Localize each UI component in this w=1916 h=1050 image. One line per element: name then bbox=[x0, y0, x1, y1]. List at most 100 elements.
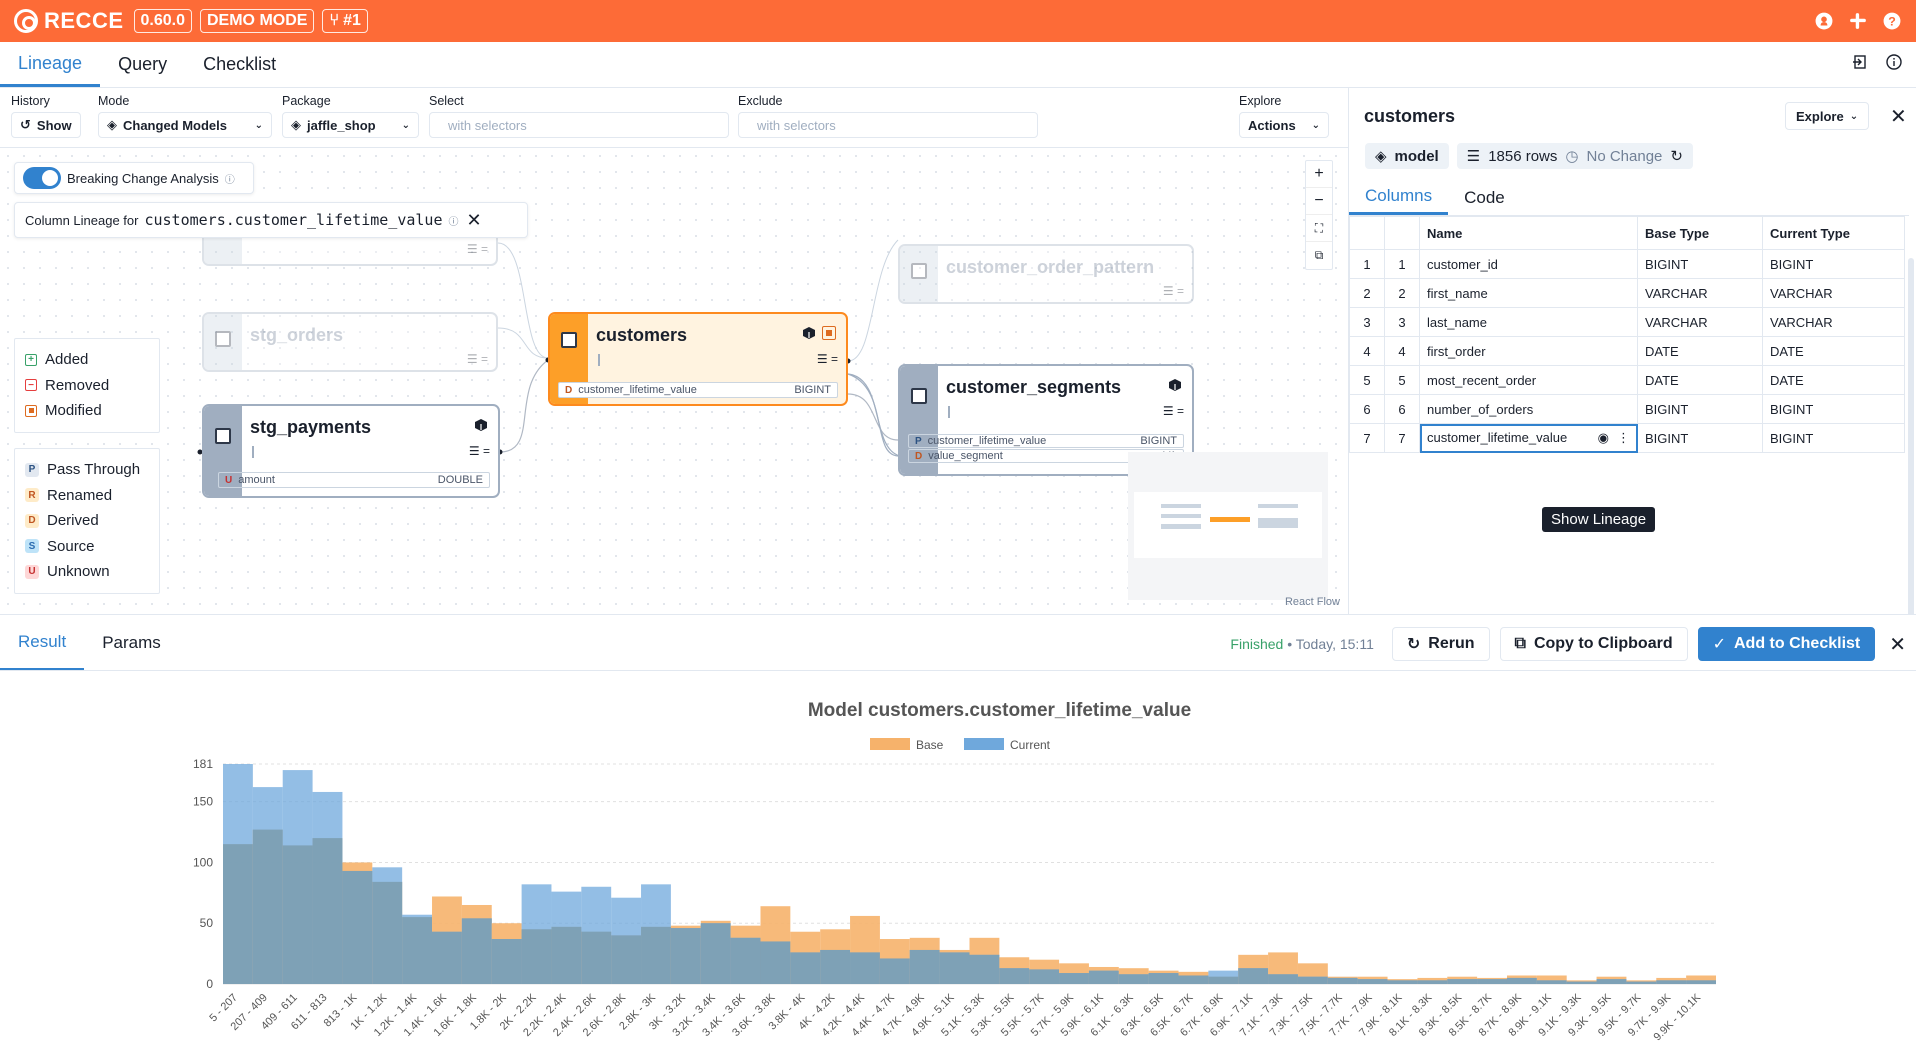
breaking-change-toggle[interactable]: Breaking Change Analysis ⓘ bbox=[14, 162, 254, 194]
rerun-button[interactable]: ↻ Rerun bbox=[1391, 627, 1490, 661]
fit-view-button[interactable]: ⛶ bbox=[1306, 215, 1332, 242]
panel-title: customers bbox=[1364, 106, 1456, 126]
react-flow-attribution[interactable]: React Flow bbox=[1284, 596, 1340, 608]
pr-badge[interactable]: ⑂ #1 bbox=[322, 9, 368, 33]
tab-lineage[interactable]: Lineage bbox=[0, 42, 101, 87]
bar-overlap bbox=[432, 931, 462, 984]
bar-overlap bbox=[1417, 980, 1448, 984]
add-to-checklist-button[interactable]: ✓ Add to Checklist bbox=[1697, 627, 1876, 661]
info-icon[interactable]: ⓘ bbox=[224, 174, 235, 186]
tab-query[interactable]: Query bbox=[118, 54, 168, 74]
column-lineage-banner: Column Lineage for customers.customer_li… bbox=[14, 202, 528, 238]
version-badge: 0.60.0 bbox=[133, 9, 192, 33]
table-row[interactable]: 6 6 number_of_orders BIGINT BIGINT bbox=[1349, 394, 1905, 424]
table-row[interactable]: 2 2 first_name VARCHAR VARCHAR bbox=[1349, 278, 1905, 308]
mode-label: Mode bbox=[98, 94, 130, 108]
bar-overlap bbox=[282, 845, 313, 984]
help-icon[interactable]: ? bbox=[1882, 11, 1902, 31]
header-current-type[interactable]: Current Type bbox=[1762, 216, 1905, 250]
export-icon[interactable] bbox=[1852, 54, 1868, 75]
clock-icon: ◷ bbox=[1565, 148, 1579, 165]
refresh-icon[interactable]: ↻ bbox=[1670, 148, 1683, 165]
exclude-input[interactable]: with selectors bbox=[738, 112, 1038, 138]
chevron-down-icon: ⌄ bbox=[1849, 110, 1859, 122]
actions-button[interactable]: Actions ⌄ bbox=[1239, 112, 1329, 138]
table-row[interactable]: 4 4 first_order DATE DATE bbox=[1349, 336, 1905, 366]
node-checkbox[interactable] bbox=[911, 263, 927, 279]
node-checkbox[interactable] bbox=[215, 331, 231, 347]
node-controls[interactable]: ☰ = bbox=[1162, 284, 1184, 298]
github-icon[interactable] bbox=[1814, 11, 1834, 31]
app-logo[interactable]: RECCE bbox=[14, 8, 124, 34]
column-row-amount[interactable]: U amount DOUBLE bbox=[218, 472, 490, 488]
node-checkbox[interactable] bbox=[911, 388, 927, 404]
minimap[interactable] bbox=[1128, 452, 1328, 600]
tab-code[interactable]: Code bbox=[1464, 187, 1505, 207]
node-controls[interactable]: ☰ = bbox=[466, 352, 488, 366]
node-stg-orders[interactable]: stg_orders ☰ = bbox=[202, 312, 498, 372]
header-base-type[interactable]: Base Type bbox=[1637, 216, 1763, 250]
node-customer-order-pattern[interactable]: customer_order_pattern ☰ = bbox=[898, 244, 1194, 304]
close-icon[interactable]: ✕ bbox=[1890, 106, 1907, 128]
column-row-customer-lifetime-value[interactable]: P customer_lifetime_value BIGINT bbox=[908, 434, 1184, 448]
bar-overlap bbox=[879, 958, 910, 984]
removed-icon: − bbox=[25, 379, 37, 392]
node-controls[interactable]: ☰ = bbox=[466, 242, 488, 256]
node-title: customers bbox=[596, 325, 688, 345]
exclude-label: Exclude bbox=[738, 94, 783, 108]
info-icon[interactable] bbox=[1886, 54, 1902, 75]
select-input[interactable]: with selectors bbox=[429, 112, 729, 138]
bar-overlap bbox=[252, 829, 283, 984]
eye-icon[interactable]: ◉ bbox=[1597, 430, 1609, 445]
table-row[interactable]: 1 1 customer_id BIGINT BIGINT bbox=[1349, 249, 1905, 279]
node-checkbox[interactable] bbox=[561, 332, 577, 348]
node-controls[interactable]: ☰ = bbox=[1162, 404, 1184, 418]
copy-image-button[interactable]: ⧉ bbox=[1306, 242, 1332, 269]
node-checkbox[interactable] bbox=[215, 428, 231, 444]
package-select[interactable]: ◈ jaffle_shop ⌄ bbox=[282, 112, 419, 138]
copy-to-clipboard-button[interactable]: ⧉ Copy to Clipboard bbox=[1499, 627, 1688, 661]
node-stg-payments[interactable]: stg_payments ☰ = U amount DOUBLE bbox=[202, 404, 500, 498]
table-row[interactable]: 5 5 most_recent_order DATE DATE bbox=[1349, 365, 1905, 395]
bar-overlap bbox=[581, 931, 612, 984]
mode-select[interactable]: ◈ Changed Models ⌄ bbox=[98, 112, 272, 138]
table-row[interactable]: 3 3 last_name VARCHAR VARCHAR bbox=[1349, 307, 1905, 337]
lineage-canvas[interactable]: Breaking Change Analysis ⓘ stg_customers… bbox=[0, 148, 1346, 614]
tab-result[interactable]: Result bbox=[0, 615, 85, 671]
tab-checklist[interactable]: Checklist bbox=[203, 54, 277, 74]
node-controls[interactable]: ☰ = bbox=[468, 444, 490, 458]
kebab-menu-icon[interactable]: ⋮ bbox=[1617, 430, 1630, 445]
node-controls[interactable]: ☰ = bbox=[816, 352, 838, 366]
node-detail-panel: customers Explore ⌄ ✕ ◈ model ☰ 1856 rows ◷… bbox=[1348, 88, 1916, 698]
column-row-customer-lifetime-value[interactable]: D customer_lifetime_value BIGINT bbox=[558, 382, 838, 398]
toggle-switch[interactable] bbox=[23, 167, 61, 189]
node-title: customer_order_pattern bbox=[946, 257, 1155, 277]
selected-cell[interactable]: customer_lifetime_value ⋮ ◉ bbox=[1419, 423, 1638, 453]
pull-request-icon: ⑂ bbox=[329, 12, 340, 29]
zoom-in-button[interactable]: + bbox=[1306, 161, 1332, 188]
close-icon[interactable]: ✕ bbox=[466, 209, 482, 230]
zoom-out-button[interactable]: − bbox=[1306, 188, 1332, 215]
bar-overlap bbox=[1506, 977, 1537, 984]
header-name[interactable]: Name bbox=[1419, 216, 1638, 250]
tab-columns[interactable]: Columns bbox=[1349, 180, 1449, 215]
bar-overlap bbox=[461, 918, 492, 984]
scrollbar[interactable] bbox=[1908, 258, 1914, 698]
tab-params[interactable]: Params bbox=[102, 633, 161, 652]
select-label: Select bbox=[429, 94, 464, 108]
history-show-button[interactable]: ↺ Show bbox=[11, 112, 81, 138]
app-name: RECCE bbox=[44, 8, 124, 33]
table-row[interactable]: 7 7 customer_lifetime_value ⋮ ◉ BIGINT B… bbox=[1349, 423, 1905, 453]
legend-unknown: U Unknown bbox=[25, 559, 149, 585]
explore-button[interactable]: Explore ⌄ bbox=[1785, 102, 1870, 130]
change-legend: + Added − Removed Modified bbox=[14, 338, 160, 433]
bar-overlap bbox=[1566, 981, 1597, 984]
slack-icon[interactable] bbox=[1848, 11, 1868, 31]
node-customers[interactable]: customers ☰ = D customer_lifetime_value … bbox=[548, 312, 848, 406]
bar-overlap bbox=[670, 928, 701, 984]
bar-overlap bbox=[939, 952, 970, 984]
run-status: Finished • Today, 15:11 bbox=[1230, 636, 1374, 652]
close-icon[interactable]: ✕ bbox=[1889, 633, 1906, 656]
histogram-svg: Model customers.customer_lifetime_value B… bbox=[193, 700, 1716, 1043]
info-icon[interactable]: ⓘ bbox=[448, 216, 459, 228]
